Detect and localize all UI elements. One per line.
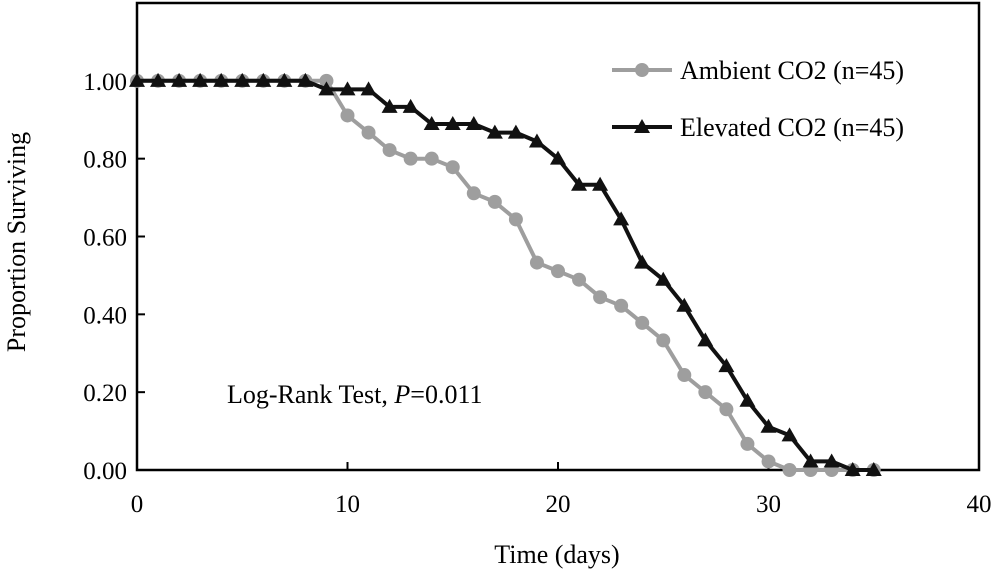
data-point-elevated [276, 72, 293, 87]
data-point-elevated [213, 72, 230, 87]
data-point-ambient [551, 264, 565, 279]
data-point-elevated [360, 81, 377, 96]
data-point-elevated [550, 150, 566, 165]
x-tick-label: 40 [967, 491, 992, 518]
y-tick-label: 1.00 [83, 69, 127, 96]
legend-item-elevated: Elevated CO2 (n=45) [612, 113, 904, 142]
legend-marker-ambient [635, 63, 649, 77]
data-point-elevated [150, 72, 167, 87]
log-rank-annotation: Log-Rank Test, P=0.011 [227, 380, 483, 409]
data-point-elevated [234, 72, 251, 87]
data-point-elevated [507, 124, 524, 139]
annotation-p: P [393, 380, 410, 409]
data-point-ambient [635, 315, 650, 330]
data-point-elevated [129, 72, 145, 87]
data-point-elevated [318, 81, 335, 96]
data-point-elevated [634, 254, 651, 269]
data-point-ambient [403, 151, 418, 166]
data-point-ambient [593, 290, 608, 305]
data-point-ambient [424, 151, 439, 166]
legend-label-elevated: Elevated CO2 (n=45) [680, 113, 904, 142]
data-point-ambient [656, 333, 671, 348]
data-point-ambient [719, 402, 734, 417]
data-point-ambient [487, 194, 502, 209]
data-point-elevated [781, 427, 798, 442]
data-point-elevated [339, 81, 356, 96]
data-point-ambient [761, 454, 776, 469]
data-point-ambient [319, 73, 334, 88]
data-point-ambient [445, 160, 460, 175]
data-point-elevated [844, 462, 861, 476]
x-tick-label: 30 [756, 491, 781, 518]
data-point-elevated [444, 116, 461, 131]
data-point-ambient [614, 298, 629, 313]
data-point-elevated [192, 72, 209, 87]
data-point-elevated [171, 72, 188, 87]
data-point-ambient [382, 143, 397, 158]
data-point-elevated [486, 124, 503, 139]
legend: Ambient CO2 (n=45) Elevated CO2 (n=45) [612, 56, 904, 142]
y-tick-label: 0.60 [83, 225, 127, 252]
legend-marker-elevated [634, 119, 650, 133]
data-point-ambient [340, 108, 355, 123]
data-point-elevated [760, 418, 777, 433]
series-elevated [129, 72, 882, 476]
legend-item-ambient: Ambient CO2 (n=45) [612, 56, 904, 85]
x-tick-label: 20 [546, 491, 571, 518]
data-point-elevated [655, 271, 672, 286]
data-point-ambient [782, 463, 797, 477]
data-point-elevated [571, 176, 588, 191]
x-tick-label: 10 [335, 491, 360, 518]
data-point-elevated [823, 453, 840, 468]
data-point-elevated [528, 133, 545, 148]
series-layer [129, 72, 882, 477]
annotation-suffix: =0.011 [410, 380, 482, 409]
data-point-ambient [740, 436, 755, 451]
data-point-ambient [466, 186, 481, 201]
data-point-ambient [508, 212, 523, 227]
data-point-elevated [592, 176, 609, 191]
data-point-elevated [718, 358, 735, 373]
data-point-elevated [255, 72, 272, 87]
data-point-elevated [613, 211, 630, 226]
x-axis-title: Time (days) [494, 540, 619, 569]
data-point-elevated [865, 462, 882, 476]
data-point-elevated [297, 72, 314, 87]
data-point-elevated [402, 98, 419, 113]
x-tick-label: 0 [131, 491, 144, 518]
y-axis-ticks: 0.00 0.20 0.40 0.60 0.80 1.00 [83, 69, 145, 485]
data-point-elevated [423, 116, 440, 131]
y-tick-label: 0.40 [83, 302, 127, 329]
data-point-elevated [676, 297, 693, 312]
legend-label-ambient: Ambient CO2 (n=45) [680, 56, 904, 85]
data-point-ambient [698, 385, 713, 400]
x-axis-ticks: 0 10 20 30 40 [131, 462, 992, 518]
data-point-ambient [529, 255, 544, 270]
data-point-elevated [381, 98, 398, 113]
annotation-prefix: Log-Rank Test, [227, 380, 394, 409]
y-tick-label: 0.80 [83, 147, 127, 174]
data-point-ambient [677, 368, 692, 383]
data-point-elevated [697, 332, 714, 347]
y-tick-label: 0.20 [83, 380, 127, 407]
y-axis-title: Proportion Surviving [2, 132, 31, 352]
data-point-ambient [572, 272, 587, 287]
data-point-elevated [465, 116, 482, 131]
y-tick-label: 0.00 [83, 458, 127, 485]
data-point-ambient [361, 125, 376, 140]
data-point-elevated [739, 392, 756, 407]
data-point-elevated [802, 453, 819, 468]
